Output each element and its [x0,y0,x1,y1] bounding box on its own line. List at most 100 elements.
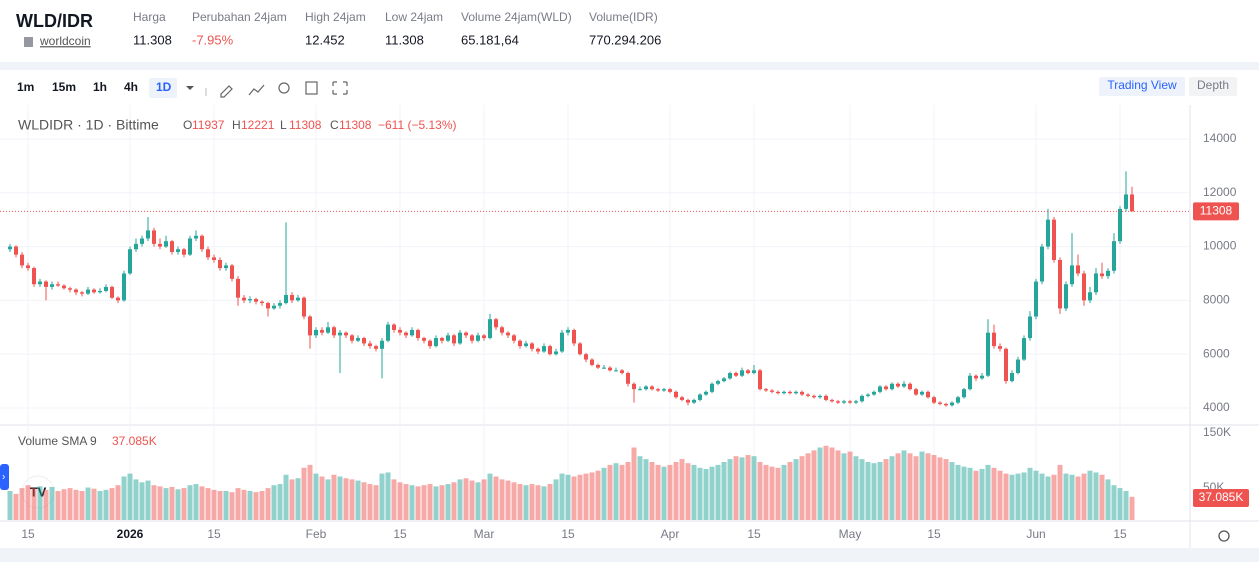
candle-body [404,332,408,336]
candle-body [92,289,96,293]
volume-bar [913,456,919,520]
volume-bar [97,491,103,520]
ohlc-label: O [183,118,192,132]
volume-bar [163,488,169,520]
volume-bar [577,474,583,520]
volume-bar [553,479,559,520]
volume-bar [967,467,973,520]
volume-bar [919,451,925,520]
volume-bar [1057,464,1063,520]
volume-bar [1075,476,1081,520]
candle-body [386,324,390,341]
volume-bar [1111,485,1117,520]
candle-body [698,394,702,400]
volume-bar [355,480,361,520]
candle-body [68,288,72,290]
candle-body [50,284,54,287]
interval[interactable]: 1h [93,80,107,94]
candle-body [944,403,948,406]
volume-bar [799,456,805,520]
volume-bar [415,486,421,520]
volume-bar [787,462,793,520]
candle-body [1040,246,1044,282]
candle-body [680,397,684,400]
volume-bar [67,488,73,520]
volume-bar [853,456,859,520]
candle-body [542,346,546,352]
volume-bar [871,463,877,520]
candle-body [974,375,978,379]
price-tag: 11308 [1200,204,1233,218]
candle-body [254,299,258,302]
candle-body [1112,241,1116,271]
candle-body [1100,273,1104,277]
candle-body [284,294,288,304]
volume-bar [235,488,241,520]
candle-body [692,399,696,403]
volume-bar [1123,491,1129,520]
volume-bar [427,484,433,520]
candle-body [194,235,198,239]
volume-bar [403,484,409,520]
interval[interactable]: 1m [17,80,34,94]
candle-body [506,332,510,336]
y-tick-label: 10000 [1203,239,1237,253]
candle-body [626,373,630,384]
candle-body [500,327,504,333]
volume-bar [49,486,55,520]
dropdown[interactable] [186,86,194,90]
candle-body [1130,194,1134,212]
stat-label: High 24jam [305,10,366,24]
volume-bar [613,463,619,520]
volume-bar [745,455,751,520]
volume-bar [295,478,301,520]
volume-bar [1099,474,1105,520]
volume-bar [1009,474,1015,520]
view-tab[interactable]: Trading View [1107,78,1177,92]
candle-body [770,390,774,392]
interval[interactable]: 4h [124,80,138,94]
volume-title: Volume SMA 9 [18,434,97,448]
x-tick-label: May [839,527,862,541]
pair: WLD/IDR [16,11,93,31]
candle-body [470,335,474,341]
volume-bar [211,489,217,520]
view-tab[interactable]: Depth [1197,78,1229,92]
candle-body [1022,338,1026,360]
volume-bar [997,470,1003,520]
candle-body [554,351,558,355]
volume-bar [445,484,451,520]
volume-bar [517,484,523,520]
volume-bar [331,474,337,520]
interval[interactable]: 1D [156,80,172,94]
volume-bar [1105,479,1111,520]
volume-bar [781,464,787,520]
volume-bar [733,456,739,520]
volume-bar [715,464,721,520]
volume-bar [283,474,289,520]
candle-body [344,332,348,336]
volume-tick-label: 150K [1203,425,1231,439]
volume-bar [961,466,967,520]
ohlc-value: 11308 [289,118,322,132]
x-tick-label: 15 [1113,527,1127,541]
candle-body [1034,281,1038,317]
coin-link[interactable]: worldcoin [39,34,91,48]
volume-tag: 37.085K [1199,490,1244,504]
volume-bar [865,462,871,520]
y-tick-label: 8000 [1203,293,1230,307]
candle-body [980,375,984,379]
x-tick-label: 15 [747,527,761,541]
volume-bar [823,445,829,520]
volume-bar [1039,473,1045,520]
volume-bar [1063,473,1069,520]
volume-bar [433,486,439,520]
collapse-tab[interactable] [0,464,9,490]
volume-bar [493,476,499,520]
volume-bar [643,459,649,520]
volume-bar [619,464,625,520]
volume-bar [631,447,637,520]
settings-icon[interactable] [1218,530,1230,542]
volume-bar [595,470,601,520]
interval[interactable]: 15m [52,80,76,94]
